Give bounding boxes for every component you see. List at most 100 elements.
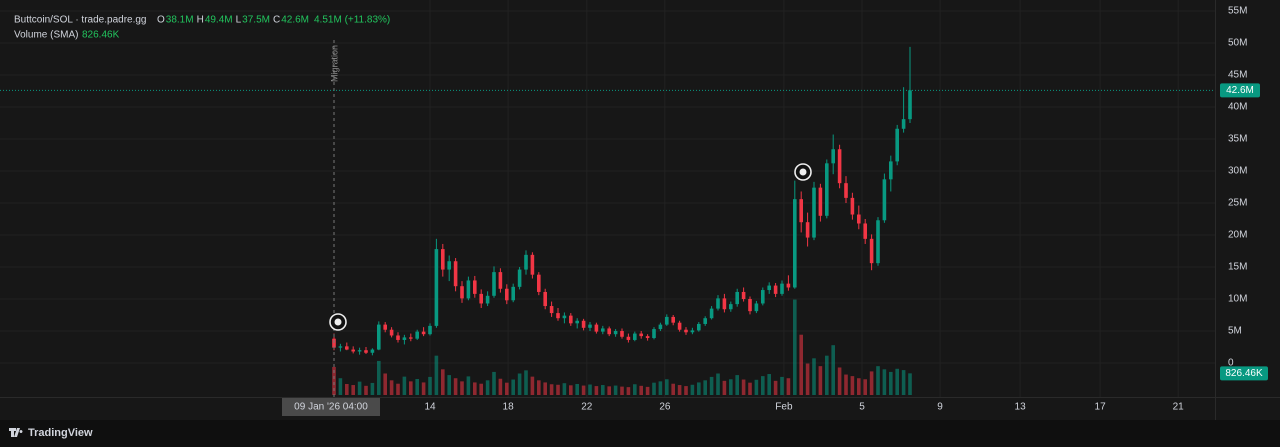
volume-bar bbox=[677, 385, 682, 395]
last-price-box bbox=[1220, 83, 1260, 98]
candle-body bbox=[601, 328, 605, 332]
volume-bar bbox=[633, 384, 637, 395]
ohlc-value: 42.6M bbox=[281, 15, 309, 26]
y-tick-label: 55M bbox=[1228, 6, 1247, 17]
candle-body bbox=[818, 187, 823, 216]
candle-body bbox=[473, 280, 477, 294]
volume-bar bbox=[402, 376, 407, 395]
x-tick-label: 26 bbox=[659, 402, 671, 413]
candle-body bbox=[357, 350, 362, 352]
brand-logo bbox=[9, 428, 23, 437]
candle-body bbox=[511, 286, 515, 301]
volume-bar bbox=[383, 373, 387, 395]
x-tick-label: 13 bbox=[1015, 402, 1027, 413]
change-label: 4.51M (+11.83%) bbox=[314, 15, 390, 26]
candle-body bbox=[844, 183, 848, 198]
y-tick-label: 20M bbox=[1228, 230, 1247, 241]
volume-bar bbox=[882, 369, 887, 395]
ohlc-value: 38.1M bbox=[166, 15, 194, 26]
y-tick-label: 40M bbox=[1228, 102, 1247, 113]
candle-body bbox=[697, 323, 701, 331]
volume-bar bbox=[722, 380, 727, 395]
volume-bar bbox=[485, 380, 490, 395]
volume-bar bbox=[850, 376, 855, 395]
volume-bar bbox=[748, 382, 752, 395]
candle-body bbox=[594, 324, 599, 332]
candle-body bbox=[396, 335, 400, 340]
ohlc-key: H bbox=[197, 15, 204, 26]
volume-bar bbox=[601, 385, 605, 395]
candle-body bbox=[799, 199, 803, 223]
volume-bar bbox=[396, 383, 400, 395]
last-volume-label: 826.46K bbox=[1225, 368, 1263, 379]
volume-bar bbox=[665, 379, 669, 395]
candle-body bbox=[671, 316, 675, 323]
volume-bar bbox=[517, 373, 522, 395]
grid bbox=[0, 0, 1215, 397]
volume-bar bbox=[658, 381, 663, 395]
candle-body bbox=[537, 274, 541, 292]
volume-bar bbox=[332, 366, 336, 395]
volume-bar bbox=[434, 355, 439, 395]
candle-body bbox=[351, 349, 355, 352]
candle-body bbox=[332, 338, 336, 348]
candle-body bbox=[908, 90, 912, 120]
candle-body bbox=[453, 261, 458, 287]
candle-body bbox=[767, 285, 771, 291]
volume-bar bbox=[690, 384, 695, 395]
candle-body bbox=[805, 222, 810, 238]
candle-body bbox=[761, 290, 765, 304]
volume-bar bbox=[831, 345, 835, 395]
volume-bar bbox=[805, 363, 810, 395]
last-volume-box bbox=[1220, 366, 1268, 381]
volume-bar bbox=[409, 381, 413, 395]
candle-body bbox=[447, 261, 451, 270]
candle-body bbox=[345, 346, 349, 350]
candle-body bbox=[709, 308, 714, 319]
candle-body bbox=[665, 316, 669, 325]
volume-bar bbox=[351, 385, 355, 395]
migration-annotation: Migration bbox=[329, 45, 339, 82]
volume-title: Volume (SMA) bbox=[14, 30, 78, 41]
candle-body bbox=[389, 329, 394, 336]
volume-bar bbox=[901, 370, 906, 395]
candle-body bbox=[889, 161, 893, 180]
volume-bar bbox=[594, 386, 599, 395]
volume-bar bbox=[492, 371, 496, 395]
volume-bar bbox=[735, 375, 739, 395]
volume-bar bbox=[773, 380, 778, 395]
candle-body bbox=[562, 315, 567, 319]
candle-body bbox=[613, 331, 618, 335]
candle-body bbox=[441, 249, 445, 270]
candles bbox=[332, 46, 912, 356]
candle-body bbox=[498, 272, 503, 289]
volume-bar bbox=[569, 385, 573, 395]
candle-body bbox=[549, 306, 554, 314]
x-tick-label: Feb bbox=[775, 402, 793, 413]
candle-body bbox=[786, 283, 791, 288]
volume-bar bbox=[345, 383, 349, 395]
volume-bar bbox=[876, 366, 880, 395]
volume-bar bbox=[908, 373, 912, 395]
last-price-label: 42.6M bbox=[1226, 85, 1254, 96]
y-tick-label: 15M bbox=[1228, 262, 1247, 273]
candle-body bbox=[517, 269, 522, 287]
volume-pane bbox=[332, 299, 912, 395]
candle-body bbox=[639, 333, 643, 337]
y-tick-label: 25M bbox=[1228, 198, 1247, 209]
volume-bar bbox=[505, 382, 509, 395]
x-tick-label: 17 bbox=[1095, 402, 1107, 413]
volume-bar bbox=[511, 379, 515, 395]
candle-body bbox=[722, 298, 727, 310]
volume-bar bbox=[543, 382, 547, 395]
candle-body bbox=[479, 293, 483, 304]
candle-body bbox=[869, 238, 874, 264]
candle-body bbox=[383, 324, 387, 330]
volume-bar bbox=[530, 376, 535, 395]
x-tick-label: 18 bbox=[503, 402, 515, 413]
volume-bar bbox=[613, 385, 618, 395]
ohlc-value: 49.4M bbox=[205, 15, 233, 26]
y-tick-label: 10M bbox=[1228, 294, 1247, 305]
y-tick-label: 5M bbox=[1228, 326, 1242, 337]
